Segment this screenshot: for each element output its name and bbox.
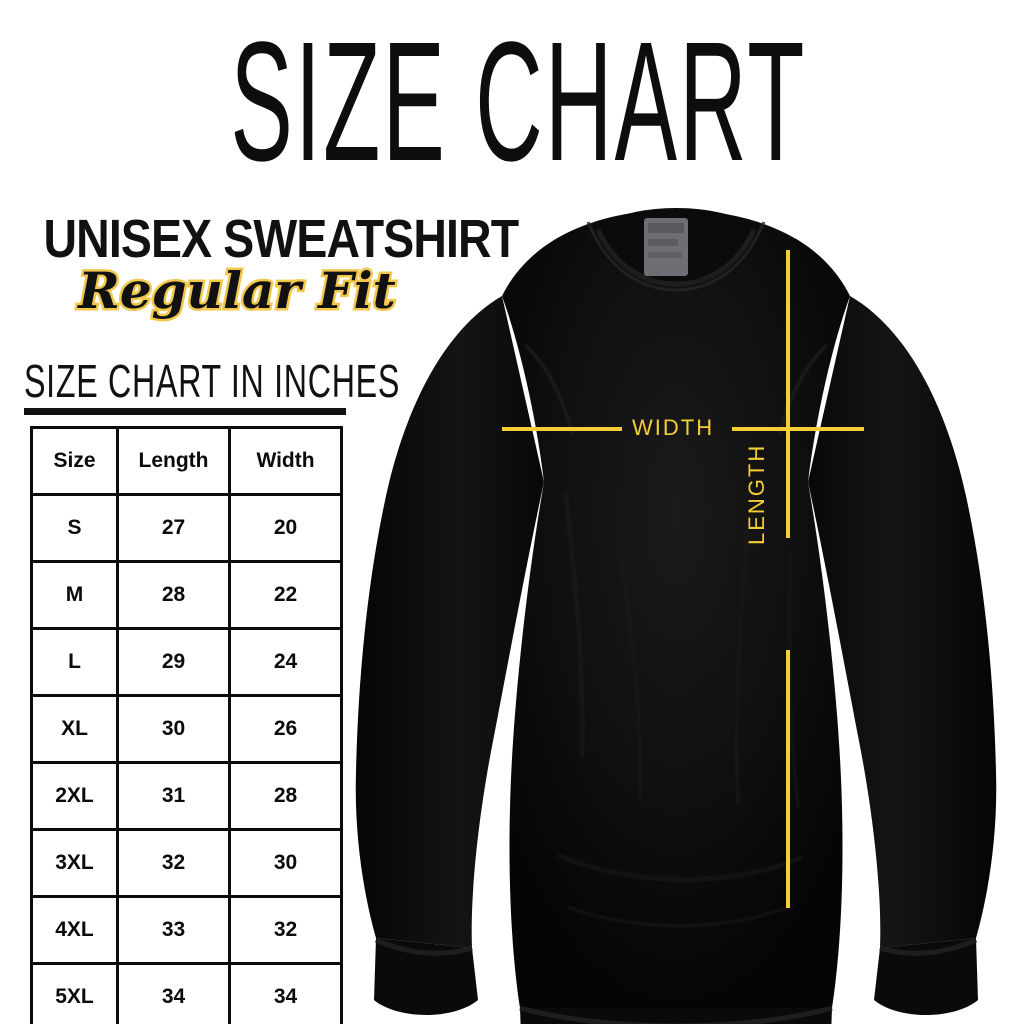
cell-length: 34 <box>116 962 231 1024</box>
cell-width: 30 <box>228 828 343 898</box>
cell-width: 34 <box>228 962 343 1024</box>
table-row: 2XL 31 28 <box>30 761 343 831</box>
fabric-folds <box>557 493 803 928</box>
cell-width: 26 <box>228 694 343 764</box>
left-cuff-rib <box>374 937 478 1015</box>
cell-length: 29 <box>116 627 231 697</box>
cell-length: 31 <box>116 761 231 831</box>
fit-label: Regular Fit <box>76 259 398 322</box>
cell-size: 5XL <box>30 962 119 1024</box>
table-row: XL 30 26 <box>30 694 343 764</box>
table-row: 4XL 33 32 <box>30 895 343 965</box>
cell-length: 33 <box>116 895 231 965</box>
cell-size: 2XL <box>30 761 119 831</box>
cell-size: 3XL <box>30 828 119 898</box>
table-row: M 28 22 <box>30 560 343 630</box>
shoulder-seams <box>524 344 828 434</box>
cell-length: 32 <box>116 828 231 898</box>
table-body: S 27 20 M 28 22 L 29 24 XL 30 26 2XL 31 <box>30 493 343 1024</box>
cell-width: 24 <box>228 627 343 697</box>
cell-size: M <box>30 560 119 630</box>
right-cuff-rib <box>874 937 978 1015</box>
cell-width: 32 <box>228 895 343 965</box>
cell-length: 27 <box>116 493 231 563</box>
cell-width: 28 <box>228 761 343 831</box>
units-heading: SIZE CHART IN INCHES <box>24 355 401 407</box>
table-header-row: Size Length Width <box>30 426 343 496</box>
cell-size: XL <box>30 694 119 764</box>
brand-tag <box>644 218 688 276</box>
size-chart-table: Size Length Width S 27 20 M 28 22 L 29 2… <box>30 426 343 1024</box>
table-row: S 27 20 <box>30 493 343 563</box>
cell-size: L <box>30 627 119 697</box>
bottom-hem-rib <box>519 1005 833 1024</box>
table-row: 5XL 34 34 <box>30 962 343 1024</box>
sweatshirt-illustration <box>330 196 1024 1024</box>
column-header-length: Length <box>116 426 231 496</box>
left-sleeve <box>355 296 544 948</box>
cell-length: 30 <box>116 694 231 764</box>
right-sleeve <box>808 296 997 948</box>
units-heading-underline <box>24 408 346 415</box>
table-row: L 29 24 <box>30 627 343 697</box>
cell-width: 22 <box>228 560 343 630</box>
cell-size: S <box>30 493 119 563</box>
column-header-size: Size <box>30 426 119 496</box>
table-header: Size Length Width <box>30 426 343 496</box>
cell-length: 28 <box>116 560 231 630</box>
cell-size: 4XL <box>30 895 119 965</box>
units-heading-block: SIZE CHART IN INCHES <box>24 355 401 415</box>
page-title: SIZE CHART <box>230 7 807 197</box>
cell-width: 20 <box>228 493 343 563</box>
column-header-width: Width <box>228 426 343 496</box>
sweatshirt-body <box>502 210 850 1008</box>
table-row: 3XL 32 30 <box>30 828 343 898</box>
